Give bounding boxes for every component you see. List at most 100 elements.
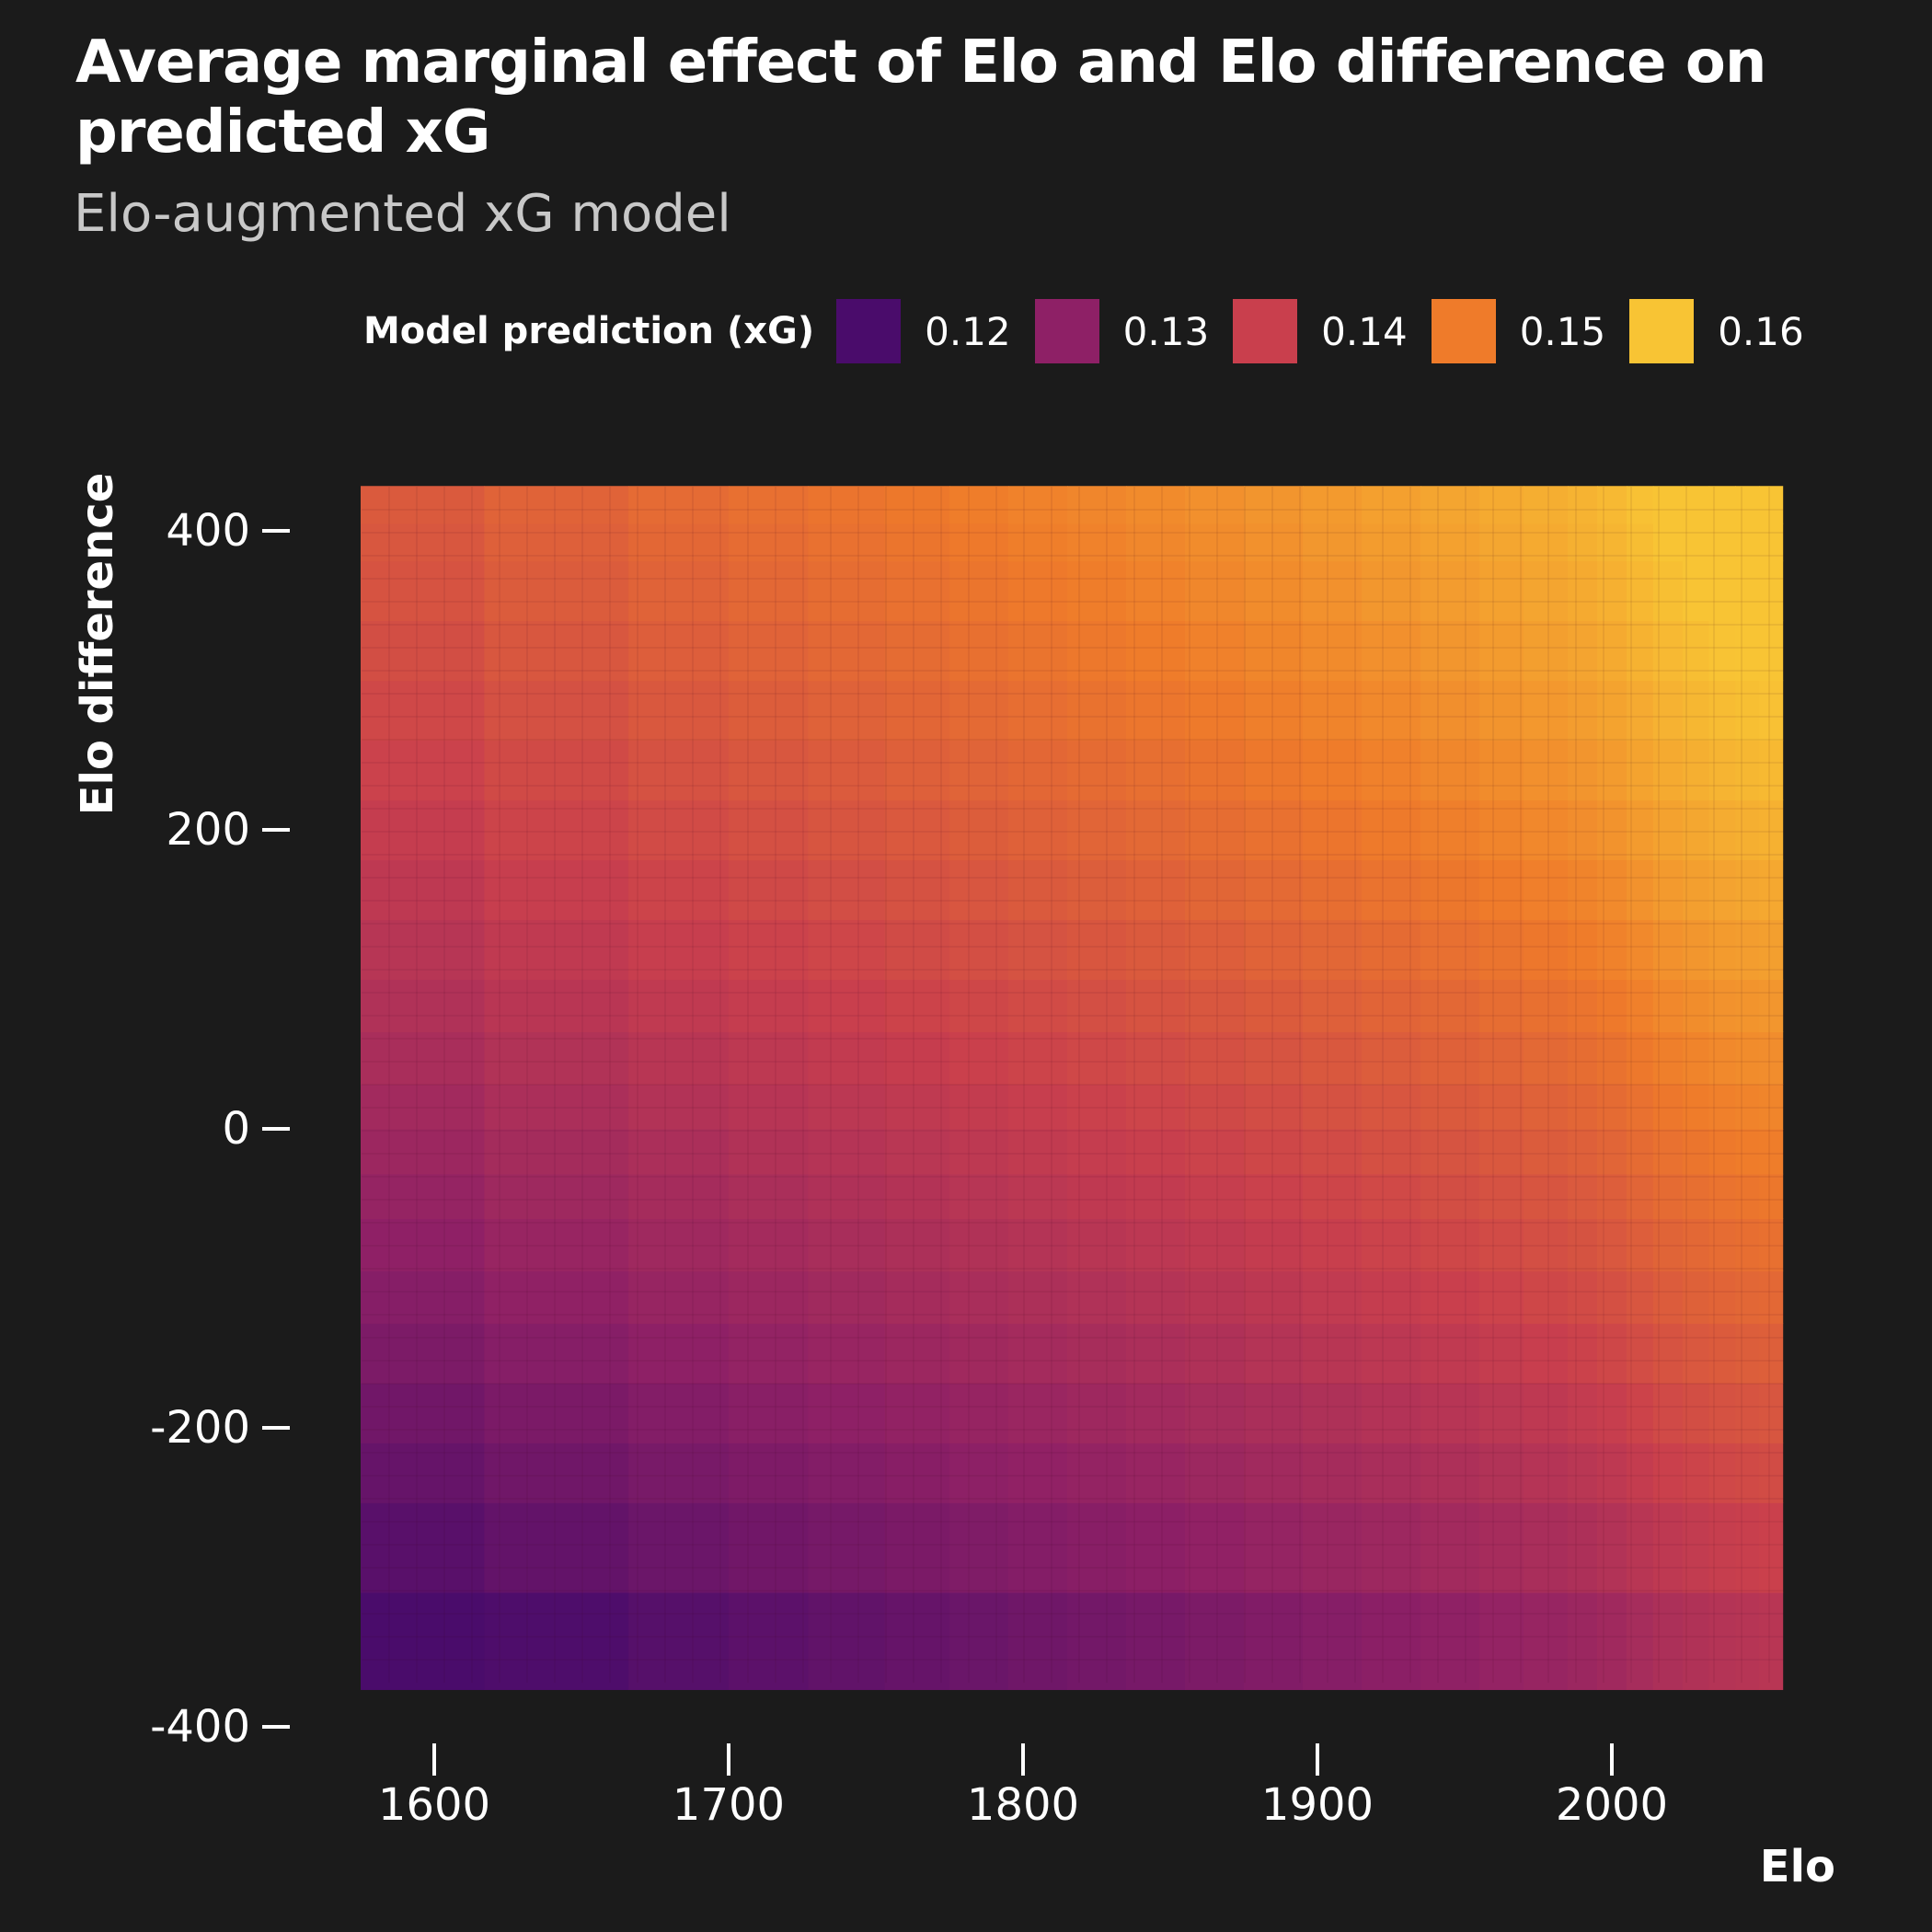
heatmap-cell xyxy=(1185,1592,1245,1690)
heatmap-cell xyxy=(361,680,485,742)
heatmap-cell xyxy=(1067,1271,1127,1324)
heatmap-cell xyxy=(628,1502,730,1593)
heatmap-cell xyxy=(1420,560,1480,622)
legend-label: 0.16 xyxy=(1718,308,1804,354)
heatmap-cell xyxy=(1708,620,1736,682)
heatmap-cell xyxy=(484,560,629,622)
heatmap-cell xyxy=(1759,680,1784,742)
heatmap-cell xyxy=(1126,1323,1186,1384)
heatmap-cell xyxy=(1735,1173,1760,1220)
heatmap-cell xyxy=(1420,919,1480,981)
heatmap-cell xyxy=(1244,1031,1304,1085)
heatmap-cell xyxy=(1067,1031,1127,1085)
heatmap-cell xyxy=(1735,1129,1760,1175)
heatmap-cell xyxy=(949,1323,1009,1384)
heatmap-cell xyxy=(1362,1218,1421,1271)
heatmap-cell xyxy=(1708,799,1736,861)
heatmap-cell xyxy=(484,1031,629,1085)
heatmap-cell xyxy=(1067,799,1127,861)
heatmap-cell xyxy=(1008,486,1068,524)
heatmap-cell xyxy=(1597,560,1627,622)
heatmap-cell xyxy=(949,979,1009,1032)
heatmap-cell xyxy=(1479,1218,1524,1271)
heatmap-cell xyxy=(1627,740,1654,801)
heatmap-cell xyxy=(1067,859,1127,921)
heatmap-cell xyxy=(1735,859,1760,921)
heatmap-cell xyxy=(1067,486,1127,524)
legend-item: 0.12 xyxy=(836,299,1011,363)
heatmap-cell xyxy=(808,1129,886,1175)
heatmap-cell xyxy=(1568,979,1598,1032)
heatmap-cell xyxy=(1126,620,1186,682)
heatmap-cell xyxy=(808,1383,886,1443)
heatmap-cell xyxy=(1420,1031,1480,1085)
heatmap-cell xyxy=(1759,620,1784,682)
x-tick-label: 2000 xyxy=(1556,1779,1668,1831)
heatmap-cell xyxy=(808,740,886,801)
heatmap-cell xyxy=(1568,1443,1598,1503)
heatmap-cell xyxy=(628,1084,730,1130)
heatmap-cell xyxy=(808,919,886,981)
heatmap-cell xyxy=(884,1129,950,1175)
heatmap-cell xyxy=(1568,1218,1598,1271)
heatmap-cell xyxy=(808,1218,886,1271)
heatmap-cell xyxy=(1420,680,1480,742)
heatmap-cell xyxy=(1479,1443,1524,1503)
heatmap-cell xyxy=(1652,1271,1684,1324)
heatmap-cell xyxy=(1568,486,1598,524)
heatmap-cell xyxy=(361,523,485,562)
heatmap-cell xyxy=(1759,1129,1784,1175)
heatmap-cell xyxy=(1479,1592,1524,1690)
heatmap-cell xyxy=(1479,979,1524,1032)
heatmap-cell xyxy=(1126,1218,1186,1271)
heatmap-cell xyxy=(1479,1271,1524,1324)
heatmap-cell xyxy=(1735,979,1760,1032)
heatmap-cell xyxy=(1479,560,1524,622)
heatmap-cell xyxy=(1759,1218,1784,1271)
heatmap-cell xyxy=(949,1502,1009,1593)
heatmap-cell xyxy=(1185,680,1245,742)
heatmap-cell xyxy=(628,1383,730,1443)
legend-label: 0.13 xyxy=(1122,308,1210,354)
heatmap-cell xyxy=(1303,1502,1363,1593)
heatmap-cell xyxy=(808,1173,886,1220)
heatmap-cell xyxy=(808,486,886,524)
heatmap-cell xyxy=(1735,1502,1760,1593)
heatmap-cell xyxy=(1682,979,1710,1032)
heatmap-cell xyxy=(1244,919,1304,981)
heatmap-cell xyxy=(1652,1383,1684,1443)
heatmap-cell xyxy=(628,486,730,524)
heatmap-cell xyxy=(1244,1443,1304,1503)
heatmap-cell xyxy=(1420,1129,1480,1175)
legend-label: 0.12 xyxy=(925,308,1011,354)
x-axis-label: Elo xyxy=(1760,1841,1835,1892)
heatmap-cell xyxy=(884,680,950,742)
heatmap-cell xyxy=(1759,1084,1784,1130)
heatmap-cell xyxy=(484,1173,629,1220)
heatmap-cell xyxy=(884,1031,950,1085)
heatmap-cell xyxy=(1627,1031,1654,1085)
heatmap-cell xyxy=(1126,1271,1186,1324)
heatmap-cell xyxy=(1682,560,1710,622)
heatmap-cell xyxy=(361,1271,485,1324)
heatmap-cell xyxy=(1597,680,1627,742)
heatmap-cell xyxy=(628,560,730,622)
heatmap-cell xyxy=(1244,1502,1304,1593)
heatmap-cell xyxy=(949,620,1009,682)
heatmap-cell xyxy=(361,1031,485,1085)
heatmap-cell xyxy=(1420,1173,1480,1220)
heatmap-cell xyxy=(1362,560,1421,622)
heatmap-cell xyxy=(1568,1502,1598,1593)
heatmap-cell xyxy=(1627,799,1654,861)
heatmap-cell xyxy=(1420,1218,1480,1271)
heatmap-cell xyxy=(1244,523,1304,562)
heatmap-cell xyxy=(884,523,950,562)
heatmap-cell xyxy=(1008,680,1068,742)
heatmap-cell xyxy=(1708,1129,1736,1175)
heatmap-cell xyxy=(1185,859,1245,921)
heatmap-cell xyxy=(1524,1443,1569,1503)
heatmap-cell xyxy=(1524,680,1569,742)
heatmap-cell xyxy=(1479,799,1524,861)
heatmap-cell xyxy=(1708,919,1736,981)
